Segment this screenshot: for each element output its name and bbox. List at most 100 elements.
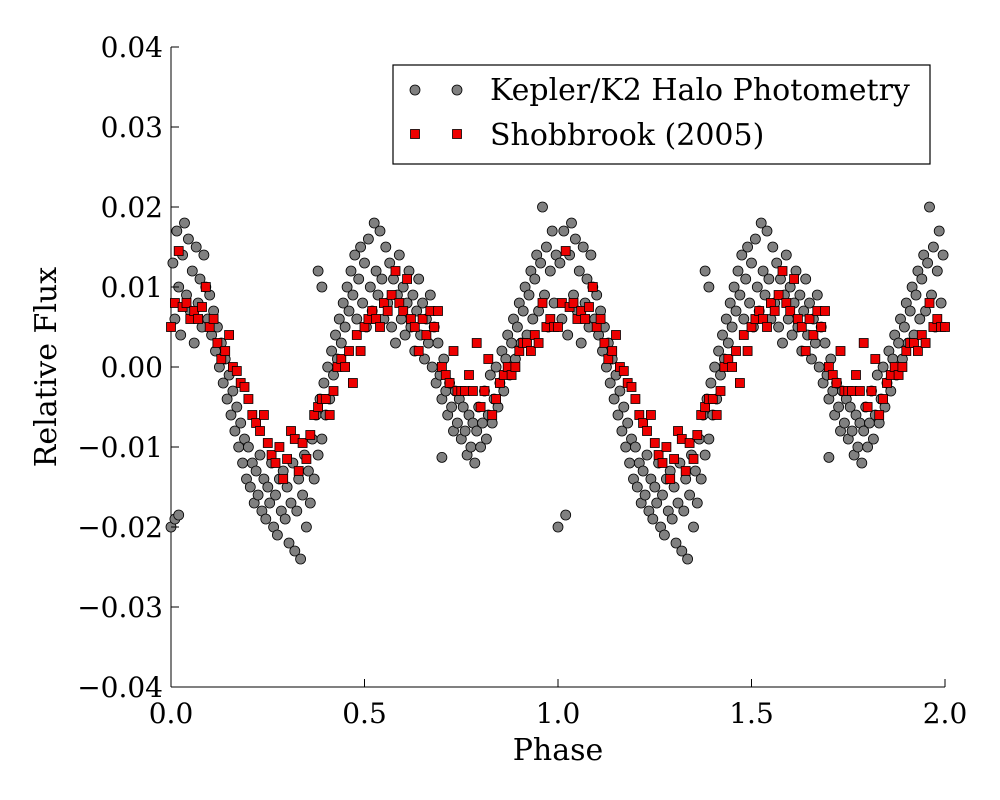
kepler-point — [279, 513, 291, 525]
kepler-point — [229, 425, 241, 437]
shobbrook-point — [533, 338, 544, 348]
shobbrook-point — [526, 346, 536, 356]
kepler-point — [798, 305, 810, 317]
shobbrook-point — [688, 454, 699, 464]
shobbrook-point — [866, 386, 877, 396]
kepler-point — [566, 217, 577, 229]
kepler-point — [283, 537, 295, 549]
shobbrook-point — [258, 410, 269, 420]
kepler-point — [546, 225, 558, 237]
shobbrook-point — [351, 330, 362, 340]
kepler-point — [659, 529, 670, 541]
kepler-point — [780, 249, 792, 261]
kepler-point — [771, 257, 783, 269]
shobbrook-point — [324, 410, 335, 420]
kepler-point — [535, 257, 546, 269]
shobbrook-point — [467, 386, 478, 396]
kepler-point — [641, 449, 653, 461]
kepler-point — [316, 433, 328, 445]
kepler-point — [856, 457, 868, 469]
kepler-point — [237, 457, 249, 469]
kepler-point — [585, 249, 597, 261]
kepler-point — [570, 233, 581, 245]
shobbrook-point — [897, 362, 908, 372]
kepler-point — [260, 513, 272, 525]
shobbrook-point — [537, 298, 548, 308]
kepler-point — [262, 481, 274, 493]
kepler-point — [179, 217, 190, 229]
shobbrook-point — [738, 330, 749, 340]
kepler-point — [312, 265, 324, 277]
shobbrook-point — [808, 330, 819, 340]
kepler-point — [362, 233, 374, 245]
kepler-point — [376, 273, 388, 285]
kepler-point — [691, 497, 703, 509]
kepler-point — [295, 553, 307, 565]
kepler-point — [728, 281, 740, 293]
shobbrook-point — [862, 402, 873, 412]
kepler-point — [933, 225, 945, 237]
shobbrook-point — [769, 306, 780, 316]
shobbrook-point — [804, 314, 815, 324]
legend: Kepler/K2 Halo Photometry Shobbrook (200… — [392, 64, 931, 165]
shobbrook-point — [913, 346, 923, 356]
shobbrook-point — [820, 306, 830, 316]
kepler-point — [198, 249, 210, 261]
kepler-point — [512, 321, 523, 333]
y-tick-label: 0.02 — [101, 191, 163, 224]
kepler-point — [386, 321, 398, 333]
shobbrook-point — [433, 306, 443, 316]
kepler-point — [368, 217, 380, 229]
kepler-point — [699, 449, 711, 461]
kepler-point — [345, 265, 357, 277]
kepler-point — [304, 497, 316, 509]
kepler-point — [527, 313, 539, 325]
kepler-point — [937, 249, 949, 261]
kepler-point — [541, 241, 552, 253]
kepler-point — [928, 241, 939, 253]
shobbrook-point — [796, 322, 807, 332]
kepler-point — [227, 385, 239, 397]
kepler-point — [291, 505, 303, 517]
x-tick-label: 2.0 — [923, 697, 968, 730]
kepler-point — [614, 385, 626, 397]
kepler-point — [804, 297, 815, 309]
shobbrook-point — [274, 442, 285, 452]
shobbrook-point — [707, 394, 718, 404]
kepler-point — [252, 489, 264, 501]
shobbrook-point — [417, 314, 428, 324]
shobbrook-point — [340, 362, 351, 372]
shobbrook-point — [413, 346, 424, 356]
shobbrook-point — [646, 410, 656, 420]
shobbrook-point — [560, 246, 571, 256]
kepler-point — [726, 321, 738, 333]
kepler-point — [370, 265, 382, 277]
y-axis-label: Relative Flux — [29, 267, 64, 467]
shobbrook-point — [599, 338, 610, 348]
kepler-point — [688, 521, 699, 533]
shobbrook-point — [568, 298, 579, 308]
shobbrook-point — [181, 298, 192, 308]
kepler-point — [767, 241, 779, 253]
shobbrook-point — [924, 298, 935, 308]
kepler-point — [759, 289, 771, 301]
kepler-point — [786, 329, 798, 341]
x-tick-label: 0.5 — [342, 697, 387, 730]
shobbrook-point — [421, 330, 432, 340]
legend-marker-shobbrook — [452, 129, 462, 139]
kepler-point — [577, 241, 589, 253]
kepler-point — [899, 321, 910, 333]
kepler-point — [819, 337, 831, 349]
series-kepler-halo — [165, 201, 949, 565]
kepler-point — [724, 297, 736, 309]
kepler-point — [811, 289, 823, 301]
kepler-point — [672, 497, 684, 509]
kepler-point — [575, 337, 587, 349]
kepler-point — [935, 297, 947, 309]
kepler-point — [846, 425, 858, 437]
shobbrook-point — [231, 366, 242, 376]
kepler-point — [271, 529, 283, 541]
kepler-point — [254, 449, 266, 461]
shobbrook-point — [444, 378, 455, 388]
shobbrook-point — [851, 370, 861, 380]
